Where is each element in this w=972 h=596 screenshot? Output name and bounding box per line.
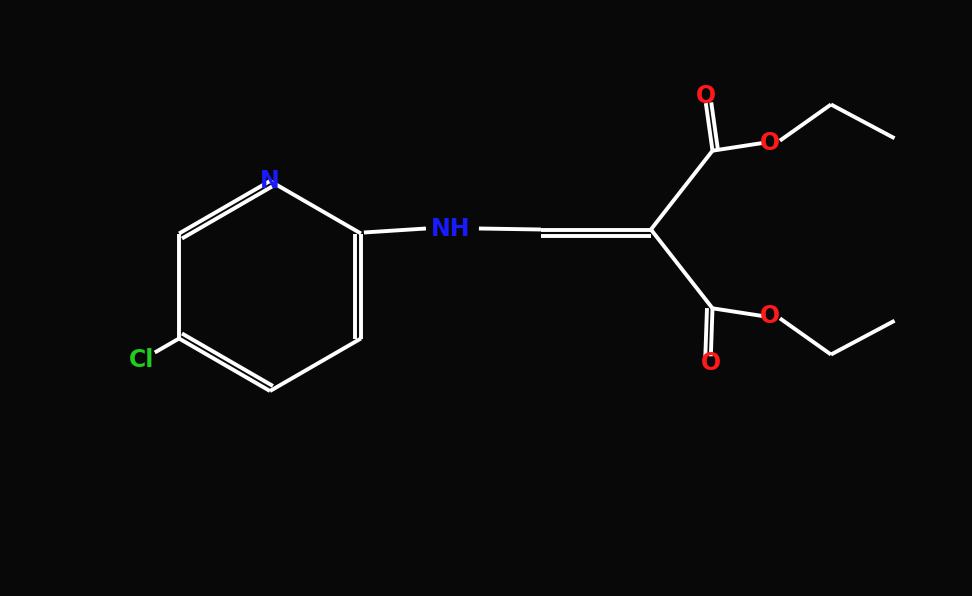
Text: O: O xyxy=(760,131,780,154)
Text: Cl: Cl xyxy=(129,348,155,372)
Text: O: O xyxy=(696,84,716,108)
Text: O: O xyxy=(701,351,721,375)
Text: O: O xyxy=(760,305,780,328)
Text: N: N xyxy=(260,169,280,193)
Text: NH: NH xyxy=(432,216,470,241)
